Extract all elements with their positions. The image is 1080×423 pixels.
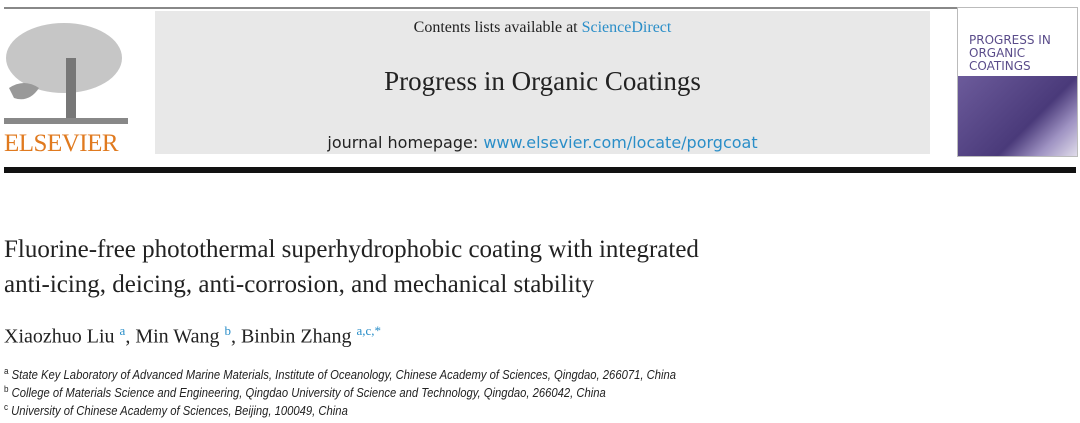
article-title: Fluorine-free photothermal superhydropho…	[4, 232, 699, 302]
journal-title: Progress in Organic Coatings	[384, 66, 701, 96]
publisher-name: ELSEVIER	[4, 130, 119, 157]
title-line-2: anti-icing, deicing, anti-corrosion, and…	[4, 271, 595, 298]
author-affiliation-mark[interactable]: a	[119, 323, 126, 338]
tree-icon	[4, 23, 128, 124]
top-rule	[4, 7, 1076, 9]
cover-title: PROGRESS IN ORGANIC COATINGS	[969, 33, 1051, 73]
contents-text: Contents lists available at	[413, 19, 582, 36]
affiliation-text: University of Chinese Academy of Science…	[11, 404, 348, 419]
affiliation-mark: a	[4, 366, 9, 376]
title-line-1: Fluorine-free photothermal superhydropho…	[4, 236, 699, 263]
author-affiliation-mark[interactable]: b	[224, 323, 231, 338]
affiliation: b College of Materials Science and Engin…	[4, 384, 606, 400]
cover-image	[958, 76, 1077, 156]
author-name[interactable]: Binbin Zhang	[240, 325, 352, 348]
contents-line: Contents lists available at ScienceDirec…	[155, 19, 930, 37]
affiliation-mark: c	[4, 402, 9, 412]
author-name[interactable]: Xiaozhuo Liu	[4, 325, 115, 348]
journal-cover: PROGRESS IN ORGANIC COATINGS	[957, 7, 1078, 157]
elsevier-logo: ELSEVIER	[4, 18, 128, 158]
sciencedirect-link[interactable]: ScienceDirect	[581, 19, 672, 36]
affiliation-text: College of Materials Science and Enginee…	[11, 386, 606, 401]
affiliation: a State Key Laboratory of Advanced Marin…	[4, 366, 676, 382]
author-list: Xiaozhuo Liu a, Min Wang b, Binbin Zhang…	[4, 323, 382, 348]
homepage-label: journal homepage:	[327, 133, 484, 152]
journal-header: Contents lists available at ScienceDirec…	[155, 11, 930, 154]
homepage-link[interactable]: www.elsevier.com/locate/porgcoat	[483, 133, 758, 152]
author-name[interactable]: Min Wang	[135, 325, 220, 348]
affiliation: c University of Chinese Academy of Scien…	[4, 402, 348, 418]
affiliation-text: State Key Laboratory of Advanced Marine …	[11, 368, 676, 383]
author-affiliation-mark[interactable]: a,c,*	[356, 323, 382, 338]
affiliation-mark: b	[4, 384, 9, 394]
homepage-line: journal homepage: www.elsevier.com/locat…	[155, 133, 930, 152]
header-rule	[4, 167, 1076, 173]
